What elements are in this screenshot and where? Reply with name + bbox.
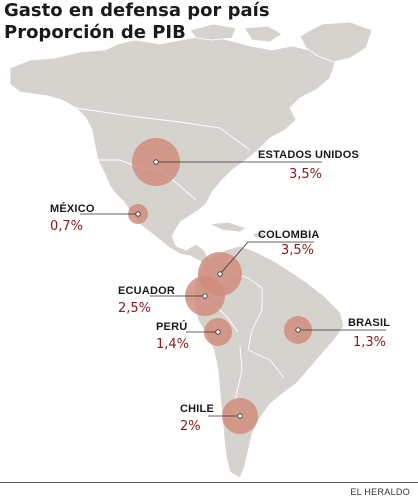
label-value-estados-unidos: 3,5% [289, 167, 322, 182]
center-dot-peru [215, 329, 221, 335]
label-name-ecuador: ECUADOR [118, 285, 175, 297]
label-name-mexico: MÉXICO [50, 202, 95, 215]
center-dot-mexico [135, 211, 141, 217]
title-line-1: Gasto en defensa por país [4, 0, 270, 21]
label-name-brasil: BRASIL [348, 317, 390, 329]
label-value-brasil: 1,3% [353, 335, 386, 350]
label-value-peru: 1,4% [156, 337, 189, 352]
credit-text: EL HERALDO [350, 487, 410, 497]
center-dot-estados-unidos [153, 159, 159, 165]
leader-line-colombia [219, 241, 314, 275]
arctic-islands-land [189, 23, 237, 41]
title-line-2: Proporción de PIB [4, 22, 186, 43]
label-value-mexico: 0,7% [50, 219, 83, 234]
greenland-land [299, 21, 373, 63]
brazil-west-border [231, 271, 263, 351]
arctic-island-2 [243, 25, 283, 43]
label-value-colombia: 3,5% [281, 243, 314, 258]
center-dot-chile [237, 413, 243, 419]
label-value-chile: 2% [180, 419, 201, 434]
center-dot-colombia [217, 271, 223, 277]
bolivia-border [247, 349, 285, 379]
center-dot-ecuador [202, 293, 208, 299]
footer: EL HERALDO [0, 482, 418, 501]
label-value-ecuador: 2,5% [118, 301, 151, 316]
label-name-peru: PERÚ [156, 320, 187, 333]
us-canada-border [75, 107, 251, 151]
hispaniola [251, 231, 267, 239]
labels-layer: ESTADOS UNIDOS 3,5% MÉXICO 0,7% COLOMBIA 3,5%… [50, 149, 390, 434]
label-name-colombia: COLOMBIA [258, 229, 319, 241]
map-title: Gasto en defensa por país Proporción de … [4, 0, 270, 44]
label-name-estados-unidos: ESTADOS UNIDOS [258, 149, 359, 161]
center-dot-brasil [295, 327, 301, 333]
caribbean-islands [208, 221, 247, 233]
label-name-chile: CHILE [180, 403, 214, 415]
